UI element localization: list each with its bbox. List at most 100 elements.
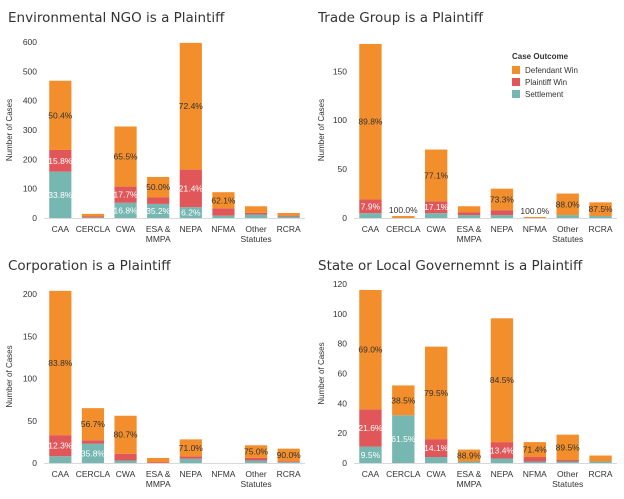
data-label: 33.8% xyxy=(48,190,73,200)
legend-title: Case Outcome xyxy=(512,52,569,61)
bar-other-statutes-defendant-win xyxy=(244,206,268,213)
y-tick-label: 50 xyxy=(28,416,38,426)
bar-cercla-plaintiff-win xyxy=(81,216,105,218)
data-label: 12.3% xyxy=(48,441,73,451)
data-label: 35.2% xyxy=(146,206,171,216)
y-tick-label: 100 xyxy=(333,309,347,319)
data-label: 79.5% xyxy=(424,388,449,398)
bar-other-statutes-plaintiff-win xyxy=(556,460,579,462)
bar-nfma-defendant-win xyxy=(523,442,546,458)
chart-title-trade-group: Trade Group is a Plaintiff xyxy=(318,10,484,26)
x-tick-label: RCRA xyxy=(589,224,613,234)
data-label: 83.8% xyxy=(48,358,73,368)
data-label: 6.2% xyxy=(181,208,201,218)
x-tick-label: CERCLA xyxy=(76,224,111,234)
bar-other-statutes-settlement xyxy=(244,460,268,463)
data-label: 84.5% xyxy=(490,375,515,385)
bar-cwa-defendant-win xyxy=(425,149,448,202)
data-label: 89.8% xyxy=(358,117,383,127)
x-tick-label: NFMA xyxy=(211,469,235,479)
data-label: 88.0% xyxy=(556,199,581,209)
bar-rcra-settlement xyxy=(589,216,612,218)
data-label: 50.0% xyxy=(146,182,171,192)
legend-label: Settlement xyxy=(525,89,564,99)
y-tick-label: 40 xyxy=(338,398,348,408)
data-label: 38.5% xyxy=(391,395,416,405)
x-tick-label: RCRA xyxy=(277,224,301,234)
x-tick-label: CAA xyxy=(362,469,380,479)
bar-cercla-defendant-win xyxy=(81,408,105,441)
bar-cwa-settlement xyxy=(425,213,448,218)
bar-cwa-settlement xyxy=(114,202,137,218)
y-axis-title: Number of Cases xyxy=(5,345,14,407)
bar-nfma-defendant-win xyxy=(523,217,546,218)
bar-rcra-plaintiff-win xyxy=(277,461,300,463)
bar-cwa-defendant-win xyxy=(425,346,448,440)
x-tick-label: NEPA xyxy=(491,469,514,479)
y-tick-label: 100 xyxy=(23,374,37,384)
bar-nepa-plaintiff-win xyxy=(179,169,202,208)
data-label: 90.0% xyxy=(277,450,302,460)
y-tick-label: 80 xyxy=(338,339,348,349)
y-tick-label: 400 xyxy=(23,96,37,106)
bar-nfma-settlement xyxy=(523,461,546,463)
x-tick-label: ESA & MMPA xyxy=(146,224,171,244)
bar-other-statutes-defendant-win xyxy=(244,445,268,458)
data-label: 14.1% xyxy=(424,443,449,453)
bar-nfma-settlement xyxy=(212,215,235,218)
y-axis-title: Number of Cases xyxy=(317,99,326,161)
bar-rcra-plaintiff-win xyxy=(277,215,300,217)
bar-nfma-defendant-win xyxy=(212,192,235,209)
chart-corporation: Number of Cases 0 50 100 150 200 CAA 83.8% 12.3%… xyxy=(5,289,305,489)
bar-esa-mmpa-settlement xyxy=(457,461,481,463)
bar-nepa-defendant-win xyxy=(490,318,514,443)
data-label: 35.8% xyxy=(81,448,106,458)
bar-cwa-plaintiff-win xyxy=(425,201,448,214)
chart-trade-group: Number of Cases 0 50 100 150 CAA 89.8% 7.9% CERC… xyxy=(317,43,617,244)
x-tick-label: ESA & MMPA xyxy=(146,469,171,489)
data-label: 9.5% xyxy=(361,450,381,460)
data-label: 80.7% xyxy=(114,430,139,440)
bar-cercla-settlement xyxy=(81,443,105,463)
data-label: 17.1% xyxy=(424,202,449,212)
x-tick-label: ESA & MMPA xyxy=(457,224,482,244)
bar-nepa-defendant-win xyxy=(179,439,202,457)
bar-cercla-settlement xyxy=(392,415,415,463)
y-tick-label: 50 xyxy=(338,164,348,174)
bar-esa-mmpa-plaintiff-win xyxy=(147,462,170,463)
bar-other-statutes-settlement xyxy=(244,214,268,218)
bar-caa-settlement xyxy=(49,456,72,463)
data-label: 75.0% xyxy=(244,447,269,457)
bar-nepa-settlement xyxy=(490,215,514,218)
data-label: 50.4% xyxy=(48,110,73,120)
bar-caa-plaintiff-win xyxy=(49,435,72,457)
y-tick-label: 300 xyxy=(23,125,37,135)
y-tick-label: 150 xyxy=(23,331,37,341)
bar-cercla-defendant-win xyxy=(392,216,415,218)
bar-cwa-defendant-win xyxy=(114,126,137,187)
bar-cercla-plaintiff-win xyxy=(81,440,105,444)
bar-cercla-defendant-win xyxy=(81,213,105,217)
data-label: 21.6% xyxy=(358,423,383,433)
data-label: 62.1% xyxy=(211,195,236,205)
data-label: 100.0% xyxy=(520,206,549,216)
data-label: 21.4% xyxy=(179,183,204,193)
bar-nepa-settlement xyxy=(179,207,202,218)
y-axis-title: Number of Cases xyxy=(317,342,326,404)
bar-esa-mmpa-defendant-win xyxy=(147,176,170,198)
legend-swatch-settlement xyxy=(512,90,520,98)
legend-item-defendant-win: Defendant Win xyxy=(512,64,578,76)
x-tick-label: CERCLA xyxy=(386,224,421,234)
x-tick-label: CWA xyxy=(116,224,136,234)
x-tick-label: CWA xyxy=(116,469,136,479)
x-tick-label: CWA xyxy=(426,224,446,234)
y-tick-label: 100 xyxy=(23,184,37,194)
bar-other-statutes-defendant-win xyxy=(556,193,579,216)
bar-other-statutes-plaintiff-win xyxy=(244,212,268,215)
bar-other-statutes-plaintiff-win xyxy=(244,457,268,461)
x-tick-label: CAA xyxy=(52,469,70,479)
data-label: 16.8% xyxy=(114,205,139,215)
y-tick-label: 500 xyxy=(23,66,37,76)
data-label: 69.0% xyxy=(358,345,383,355)
bar-cwa-settlement xyxy=(425,457,448,463)
